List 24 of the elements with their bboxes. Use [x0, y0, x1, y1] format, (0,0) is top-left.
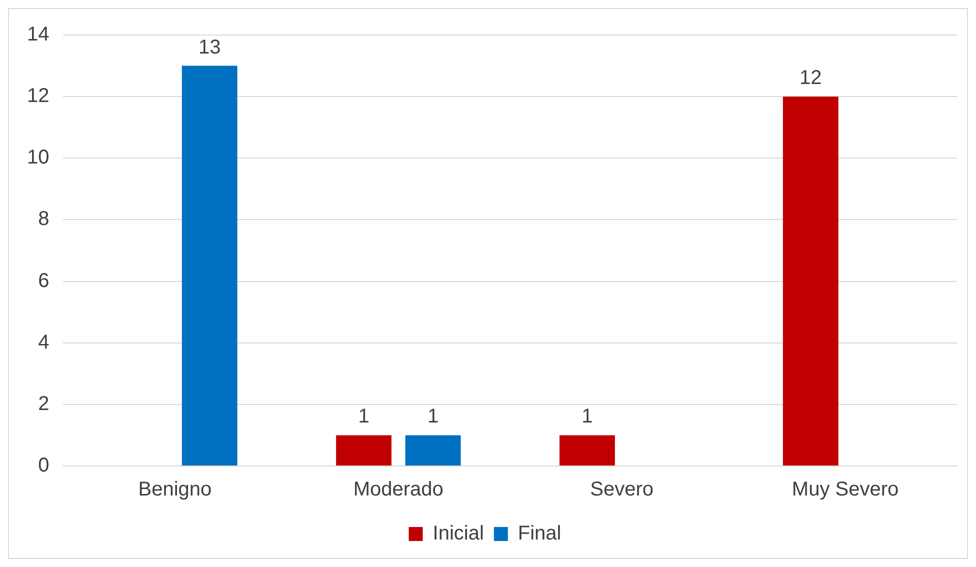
- data-label: 13: [198, 36, 221, 58]
- x-tick-label: Severo: [590, 478, 654, 501]
- y-tick-label: 4: [38, 331, 50, 354]
- legend-label: Inicial: [432, 522, 484, 545]
- x-tick-label: Benigno: [138, 478, 212, 501]
- x-tick-label: Muy Severo: [792, 478, 899, 501]
- data-label: 1: [582, 406, 593, 428]
- legend-label: Final: [518, 522, 562, 545]
- y-tick-label: 8: [38, 208, 50, 230]
- y-tick-label: 0: [38, 454, 50, 477]
- y-tick-label: 12: [26, 85, 50, 108]
- data-label: 1: [358, 406, 370, 428]
- data-label: 1: [427, 406, 439, 428]
- y-tick-label: 6: [38, 270, 50, 292]
- bar: [782, 96, 838, 466]
- bar: [336, 435, 392, 466]
- bar: [405, 435, 461, 466]
- bar: [182, 66, 238, 466]
- data-label: 12: [800, 67, 822, 90]
- bar: [560, 435, 615, 466]
- x-tick-label: Moderado: [353, 478, 444, 501]
- y-tick-label: 2: [38, 392, 50, 415]
- y-tick-label: 14: [26, 24, 50, 46]
- y-tick-label: 10: [26, 146, 50, 169]
